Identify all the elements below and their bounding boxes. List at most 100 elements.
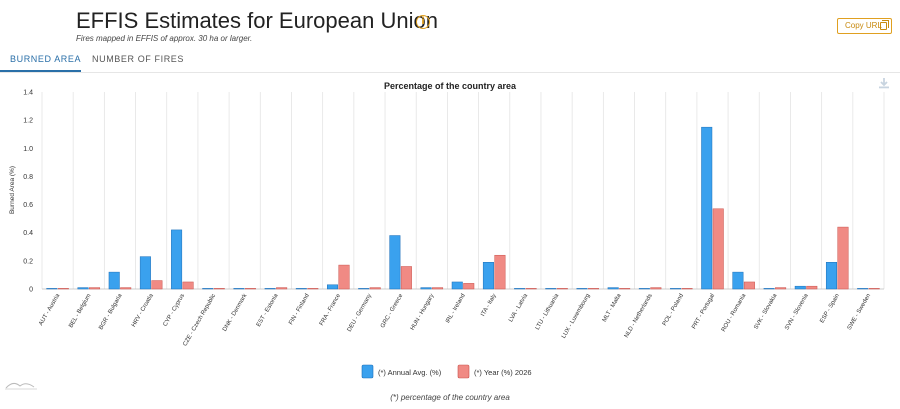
bar-year	[120, 287, 132, 290]
bar-year	[619, 288, 631, 290]
bar-annual-avg	[77, 287, 89, 290]
x-tick-label: BGR - Bulgaria	[98, 292, 124, 331]
bar-annual-avg	[202, 288, 214, 290]
bar-annual-avg	[295, 288, 307, 290]
bar-year	[806, 285, 818, 290]
bar-year	[244, 288, 256, 290]
bar-annual-avg	[763, 288, 775, 290]
y-tick-label: 0	[29, 287, 33, 294]
bar-year	[369, 287, 381, 290]
bar-year	[57, 288, 69, 290]
bar-annual-avg	[514, 288, 526, 290]
bar-annual-avg	[108, 271, 120, 290]
x-tick-label: HRV - Croatia	[131, 292, 155, 328]
x-tick-label: BEL - Belgium	[68, 293, 92, 329]
active-tab-indicator	[0, 70, 81, 72]
x-tick-label: FRA - France	[319, 292, 342, 326]
bar-annual-avg	[701, 126, 713, 290]
x-tick-label: IRL - Ireland	[445, 293, 467, 324]
bar-year	[775, 287, 787, 290]
bar-annual-avg	[358, 288, 370, 290]
bar-annual-avg	[46, 288, 58, 290]
info-icon[interactable]: i	[416, 15, 430, 29]
bar-annual-avg	[794, 285, 806, 290]
tab-number-of-fires[interactable]: NUMBER OF FIRES	[92, 54, 185, 64]
bar-annual-avg	[139, 256, 151, 290]
x-tick-label: AUT - Austria	[38, 292, 61, 326]
bar-annual-avg	[482, 262, 494, 290]
copy-url-button[interactable]: Copy URL	[837, 18, 892, 34]
x-tick-label: ITA - Italy	[480, 293, 498, 318]
x-tick-label: SWE - Sweden	[847, 293, 873, 331]
page-title: EFFIS Estimates for European Union	[76, 8, 438, 33]
x-tick-label: LUX - Luxembourg	[561, 293, 591, 340]
x-tick-label: ESP - Spain	[819, 293, 840, 324]
bar-year	[151, 280, 163, 290]
bar-annual-avg	[732, 271, 744, 290]
bar-annual-avg	[451, 281, 463, 290]
x-tick-label: CYP - Cyprus	[163, 293, 186, 328]
bar-annual-avg	[638, 288, 650, 290]
bar-annual-avg	[857, 288, 869, 290]
bar-year	[307, 288, 319, 290]
bar-annual-avg	[576, 288, 588, 290]
chart-title: Percentage of the country area	[384, 81, 517, 91]
bar-year	[681, 288, 693, 290]
bar-year	[556, 288, 568, 290]
bar-annual-avg	[670, 288, 682, 290]
x-tick-label: NLD - Netherlands	[624, 293, 654, 339]
x-tick-label: SVN - Slovenia	[784, 292, 810, 331]
bar-year	[868, 288, 880, 290]
bar-year	[89, 287, 101, 290]
bar-year	[276, 287, 288, 290]
x-tick-label: LTU - Lithuania	[535, 292, 561, 331]
x-tick-label: CZE - Czech Republic	[182, 293, 217, 347]
download-icon[interactable]	[877, 76, 891, 90]
bar-year	[743, 281, 755, 290]
bar-annual-avg	[420, 287, 432, 290]
bar-annual-avg	[389, 235, 401, 290]
x-tick-label: SVK - Slovakia	[753, 292, 779, 330]
y-tick-label: 1.4	[23, 90, 33, 97]
y-axis-label: Burned Area (%)	[9, 166, 16, 214]
x-tick-label: PRT - Portugal	[691, 293, 716, 330]
legend-label: (*) Annual Avg. (%)	[378, 368, 442, 377]
x-tick-label: POL - Poland	[662, 293, 685, 327]
legend-swatch	[361, 364, 374, 379]
x-tick-label: FIN - Finland	[288, 293, 311, 326]
x-tick-label: DEU - Germany	[347, 293, 374, 333]
bar-year	[712, 208, 724, 290]
bar-annual-avg	[233, 288, 245, 290]
y-tick-label: 1.2	[23, 118, 33, 125]
bar-year	[400, 266, 412, 290]
x-tick-label: ROU - Romania	[721, 292, 748, 333]
bar-year	[432, 287, 444, 290]
page-subtitle: Fires mapped in EFFIS of approx. 30 ha o…	[76, 34, 253, 43]
bar-annual-avg	[327, 284, 339, 290]
x-tick-label: EST - Estonia	[256, 292, 280, 328]
x-tick-label: GRC - Greece	[380, 292, 405, 329]
bar-annual-avg	[171, 229, 183, 290]
x-tick-label: HUN - Hungary	[410, 293, 436, 332]
bar-year	[587, 288, 599, 290]
y-tick-label: 0.6	[23, 202, 33, 209]
bar-annual-avg	[607, 287, 619, 290]
y-tick-label: 0.2	[23, 258, 33, 265]
copy-url-label: Copy URL	[845, 21, 882, 30]
y-tick-label: 0.4	[23, 230, 33, 237]
bar-annual-avg	[545, 288, 557, 290]
logo-icon	[5, 382, 37, 390]
bar-year	[650, 287, 662, 290]
tab-burned-area[interactable]: BURNED AREA	[10, 54, 82, 64]
bar-year	[213, 288, 225, 290]
x-tick-label: DNK - Denmark	[222, 292, 249, 333]
legend-swatch	[457, 364, 470, 379]
bar-annual-avg	[825, 262, 837, 290]
footnote: (*) percentage of the country area	[390, 393, 510, 402]
y-tick-label: 1.0	[23, 146, 33, 153]
bar-year	[338, 264, 350, 290]
copy-icon	[880, 20, 889, 30]
bar-year	[463, 283, 475, 290]
x-tick-label: MLT - Malta	[602, 292, 623, 323]
